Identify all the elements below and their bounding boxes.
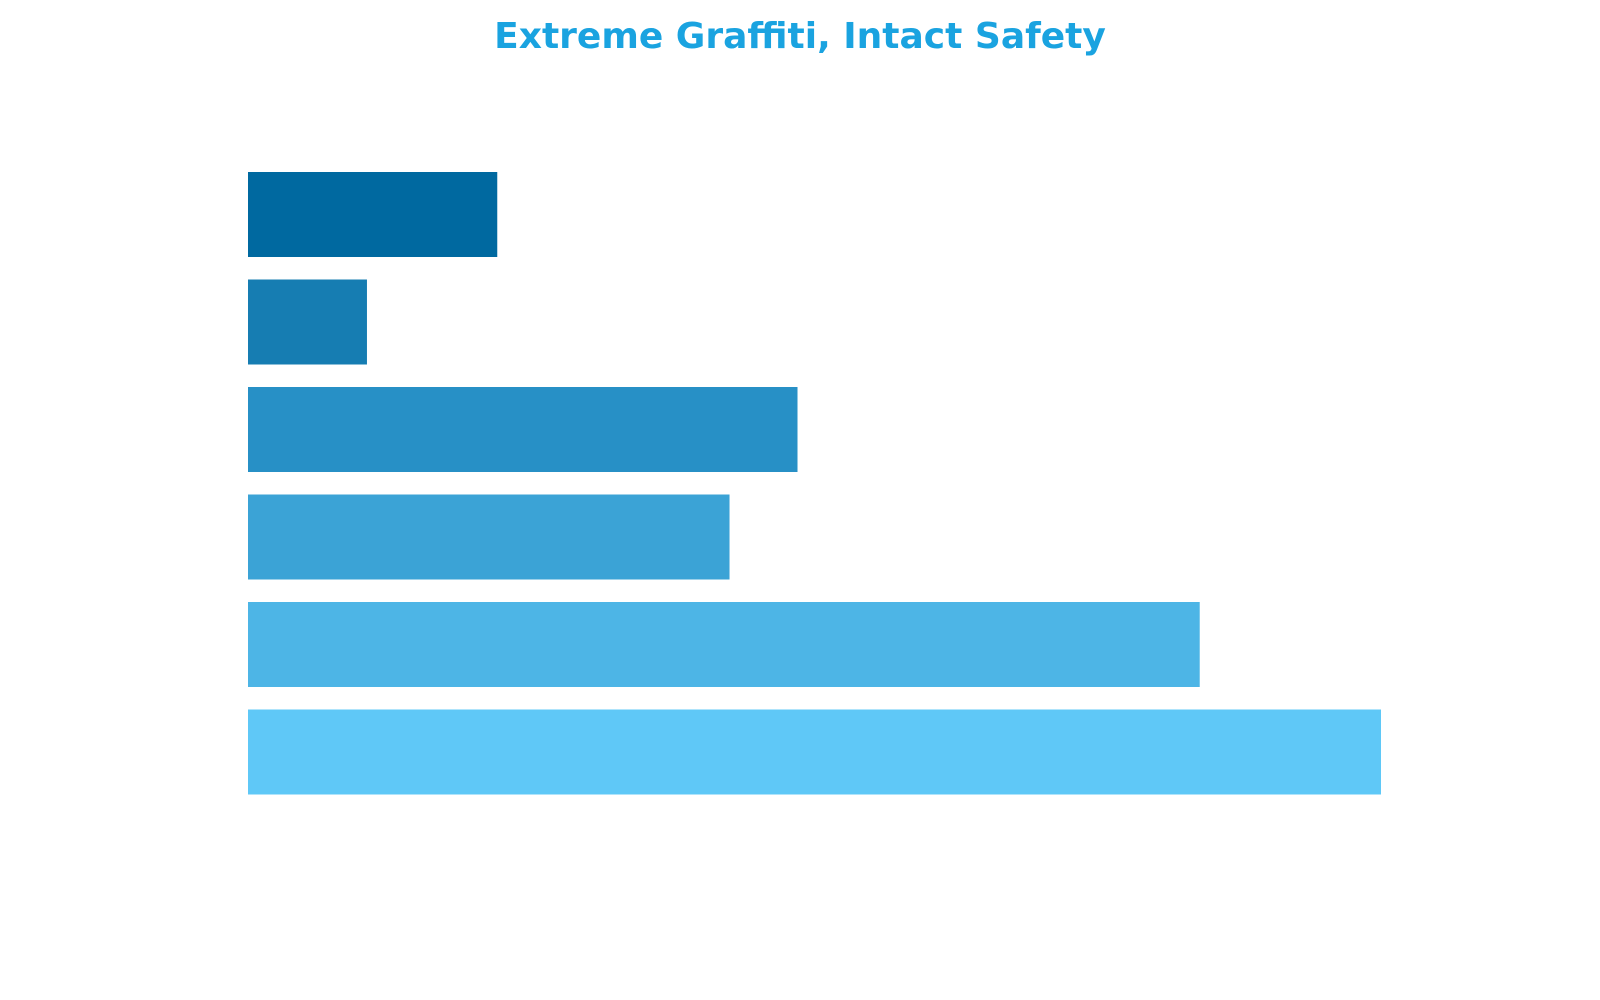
bar	[248, 172, 498, 257]
bar	[248, 387, 798, 472]
bar	[248, 602, 1200, 687]
bar	[248, 494, 730, 580]
bar	[248, 709, 1381, 795]
bar	[248, 279, 367, 365]
chart-title: Extreme Graffiti, Intact Safety	[494, 16, 1106, 57]
